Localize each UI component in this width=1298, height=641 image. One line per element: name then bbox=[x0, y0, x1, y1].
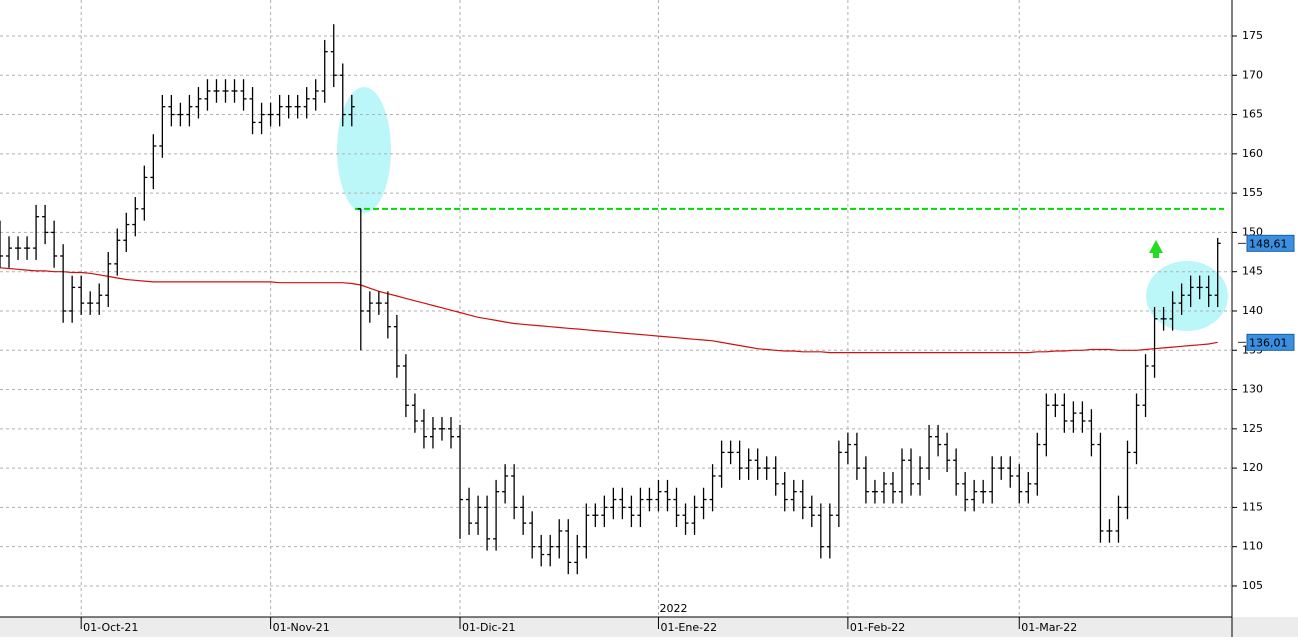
moving-average-line bbox=[0, 267, 1218, 354]
y-tick-label: 170 bbox=[1242, 68, 1263, 81]
y-tick-label: 155 bbox=[1242, 186, 1263, 199]
x-tick-label: 01-Oct-21 bbox=[83, 621, 138, 634]
x-tick-label: 01-Mar-22 bbox=[1021, 621, 1077, 634]
y-tick-label: 110 bbox=[1242, 540, 1263, 553]
x-tick-label: 01-Nov-21 bbox=[273, 621, 330, 634]
y-tick-label: 125 bbox=[1242, 422, 1263, 435]
y-tick-label: 160 bbox=[1242, 147, 1263, 160]
year-label: 2022 bbox=[659, 602, 687, 615]
y-tick-label: 120 bbox=[1242, 461, 1263, 474]
y-tick-label: 130 bbox=[1242, 383, 1263, 396]
highlight-ellipse bbox=[1146, 261, 1228, 331]
price-tag-box bbox=[1246, 234, 1295, 252]
y-tick-label: 145 bbox=[1242, 265, 1263, 278]
price-tag-label: 136,01 bbox=[1249, 336, 1288, 349]
y-tick-label: 140 bbox=[1242, 304, 1263, 317]
x-tick-label: 01-Dic-21 bbox=[462, 621, 516, 634]
x-axis-strip bbox=[0, 617, 1298, 637]
price-tag-box bbox=[1246, 333, 1295, 351]
price-tag-label: 148,61 bbox=[1249, 237, 1288, 250]
x-tick-label: 01-Feb-22 bbox=[850, 621, 905, 634]
y-tick-label: 175 bbox=[1242, 29, 1263, 42]
y-tick-label: 105 bbox=[1242, 579, 1263, 592]
y-tick-label: 165 bbox=[1242, 108, 1263, 121]
y-tick-label: 115 bbox=[1242, 500, 1263, 513]
highlight-ellipse bbox=[337, 87, 391, 213]
up-arrow bbox=[1149, 240, 1163, 258]
x-tick-label: 01-Ene-22 bbox=[660, 621, 717, 634]
